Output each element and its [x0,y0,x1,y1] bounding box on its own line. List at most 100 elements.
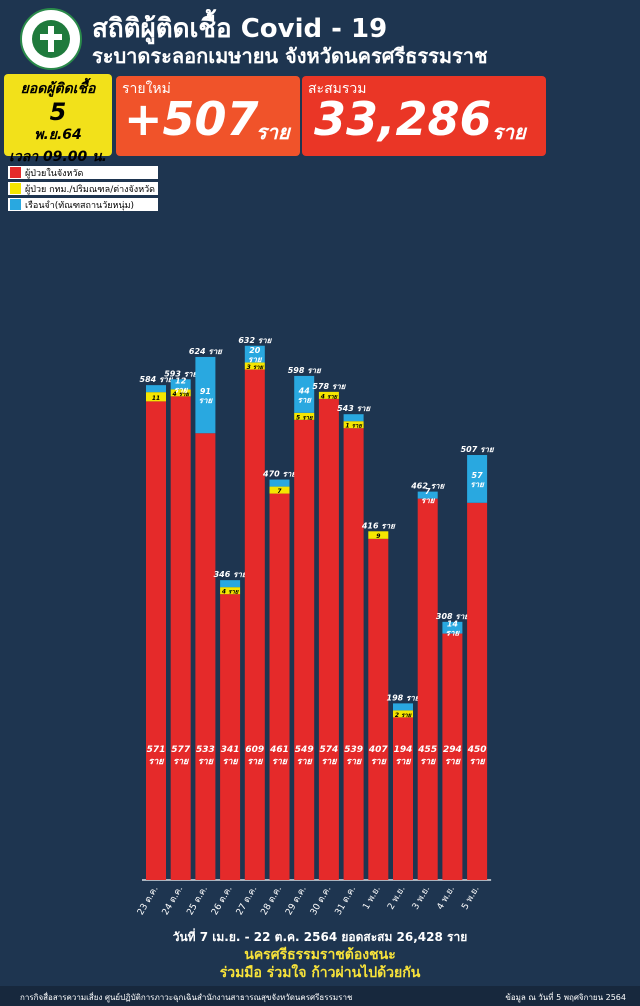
total-cases-value: 33,286 [314,92,492,146]
total-label-7: 578 ราย [312,382,346,391]
bar-unit-label-10: ราย [395,757,412,767]
credit-right: ข้อมูล ณ วันที่ 5 พฤศจิกายน 2564 [505,993,626,1002]
bar-value-label-3: 341 [221,745,240,755]
x-tick-label-13: 5 พ.ย. [460,885,481,912]
new-cases-label: รายใหม่ [122,81,171,97]
bar-prison-12 [442,621,463,634]
bar-value-label-12: 294 [443,745,462,755]
legend-swatch-red [10,167,21,178]
total-label-12: 308 ราย [436,612,470,621]
bar-prison-5 [269,479,290,487]
bar-local-8 [343,428,364,880]
bar-value-label-10: 194 [394,745,413,755]
total-label-2: 624 ราย [189,347,223,356]
blue-label-12: 14 [447,620,459,629]
blue-label-4: 20 [249,346,261,355]
date-box: ยอดผู้ติดเชื้อ 5 พ.ย.64 เวลา 09.00 น. [4,74,112,165]
bar-outside-8 [343,421,364,429]
bar-prison-11 [417,491,438,499]
x-tick-label-6: 29 ต.ค. [284,885,309,918]
bar-prison-3 [220,580,241,588]
bar-value-label-2: 533 [196,745,215,755]
bar-prison-13 [467,455,488,503]
legend-item-local: ผู้ป่วยในจังหวัด [8,166,158,179]
bar-value-label-9: 407 [368,745,389,755]
total-label-0: 584 ราย [140,375,174,384]
yellow-label-8: 1 ราย [345,423,363,430]
bar-value-label-5: 461 [269,745,289,755]
bar-value-label-11: 455 [417,745,437,755]
bar-outside-7 [318,391,339,399]
total-label-5: 470 ราย [262,470,297,479]
x-tick-label-1: 24 ต.ค. [161,885,186,918]
bar-prison-6 [294,375,315,413]
total-label-8: 543 ราย [337,404,371,413]
bar-unit-label-7: ราย [321,757,338,767]
bar-outside-5 [269,486,290,494]
bar-value-label-8: 539 [344,745,363,755]
total-label-6: 598 ราย [288,366,322,375]
bar-local-7 [318,398,339,880]
bar-unit-label-12: ราย [445,757,462,767]
bar-unit-label-2: ราย [198,757,215,767]
total-cases-box: สะสมรวม 33,286 ราย [302,76,546,156]
page-title: สถิติผู้ติดเชื้อ Covid - 19 [92,14,388,44]
bar-prison-0 [146,385,166,393]
credit-bar: การกิจสื่อสารความเสี่ยง ศูนย์ปฏิบัติการภ… [0,986,640,1006]
bar-value-label-6: 549 [295,745,314,755]
yellow-label-9: 9 [376,533,380,540]
new-cases-unit: ราย [256,120,290,144]
bar-value-label-1: 577 [171,745,191,755]
blue-unit-4: ราย [248,355,263,364]
blue-unit-1: ราย [174,385,189,394]
bar-unit-label-8: ราย [346,757,363,767]
bar-local-13 [467,502,488,880]
bar-outside-1 [170,389,191,397]
x-tick-label-5: 28 ต.ค. [259,885,284,918]
bar-local-11 [417,498,438,880]
bar-unit-label-1: ราย [173,757,190,767]
total-cases-unit: ราย [492,120,526,144]
bar-local-0 [146,401,166,880]
total-label-11: 462 ราย [410,482,445,491]
blue-label-6: 44 [298,386,311,395]
blue-label-11: 7 [425,487,431,496]
x-tick-label-8: 31 ต.ค. [334,885,359,918]
bar-unit-label-6: ราย [297,757,314,767]
blue-unit-12: ราย [446,629,461,638]
slogan-line2: ร่วมมือ ร่วมใจ ก้าวผ่านไปด้วยกัน [219,965,421,981]
legend-swatch-yellow [10,183,21,194]
bar-local-2 [195,433,216,880]
blue-label-2: 91 [200,387,211,396]
bar-value-label-4: 609 [245,745,264,755]
bar-outside-9 [368,531,389,539]
bar-value-label-13: 450 [467,745,487,755]
x-tick-label-9: 1 พ.ย. [361,885,382,912]
ministry-logo [20,8,82,70]
bar-prison-4 [244,345,265,363]
x-tick-label-0: 23 ต.ค. [136,885,161,918]
legend-swatch-blue [10,199,21,210]
x-tick-label-12: 4 พ.ย. [436,885,457,912]
blue-unit-2: ราย [199,396,214,405]
total-label-3: 346 ราย [214,570,248,579]
total-label-9: 416 ราย [361,521,396,530]
bar-prison-1 [170,379,191,390]
yellow-label-3: 4 ราย [222,589,240,596]
bar-prison-10 [393,703,413,711]
yellow-label-5: 7 [277,488,282,495]
x-tick-label-3: 26 ต.ค. [210,885,235,918]
x-tick-label-11: 3 พ.ย. [411,885,432,912]
bar-value-label-0: 571 [147,745,166,755]
date-month: พ.ย.64 [34,127,82,143]
date-time: เวลา 09.00 น. [8,149,107,165]
yellow-label-10: 2 ราย [395,712,413,719]
new-cases-value: +507 [124,92,259,146]
bar-local-4 [244,369,265,880]
bar-prison-2 [195,356,216,434]
page-subtitle: ระบาดระลอกเมษายน จังหวัดนครศรีธรรมราช [92,44,488,68]
cumulative-note: วันที่ 7 เม.ย. - 22 ต.ค. 2564 ยอดสะสม 26… [172,930,468,944]
bar-outside-4 [244,362,265,370]
yellow-label-1: 4 ราย [173,391,191,398]
slogan-line1: นครศรีธรรมราชต้องชนะ [244,947,396,963]
